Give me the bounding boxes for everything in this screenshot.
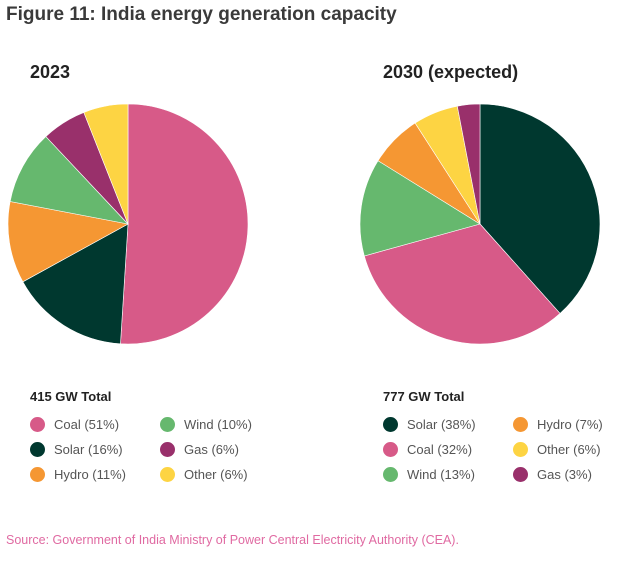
total-2030: 777 GW Total	[383, 389, 465, 404]
legend-item-wind: Wind (13%)	[383, 466, 513, 483]
legend-swatch	[513, 417, 528, 432]
pie-slice-wind	[9, 136, 129, 225]
figure-title: Figure 11: India energy generation capac…	[6, 4, 397, 25]
legend-item-other: Other (6%)	[160, 466, 290, 483]
pie-slice-other	[83, 103, 129, 225]
legend-label: Hydro (11%)	[54, 467, 127, 482]
pie-slice-solar	[22, 223, 129, 345]
pie-slice-solar	[479, 103, 601, 314]
legend-item-coal: Coal (32%)	[383, 441, 513, 458]
legend-label: Wind (10%)	[184, 417, 252, 432]
legend-swatch	[513, 442, 528, 457]
legend-swatch	[383, 467, 398, 482]
legend-2023: Coal (51%) Wind (10%) Solar (16%) Gas (6%) H…	[30, 416, 290, 483]
legend-swatch	[30, 442, 45, 457]
legend-label: Coal (32%)	[407, 442, 473, 457]
legend-label: Gas (3%)	[537, 467, 592, 482]
legend-2030: Solar (38%) Hydro (7%) Coal (32%) Other (6%…	[383, 416, 634, 483]
legend-item-gas: Gas (6%)	[160, 441, 290, 458]
pie-chart-2023	[7, 103, 249, 345]
legend-swatch	[160, 467, 175, 482]
legend-swatch	[160, 417, 175, 432]
pie-slice-hydro	[7, 201, 129, 283]
legend-label: Gas (6%)	[184, 442, 239, 457]
legend-swatch	[30, 467, 45, 482]
legend-item-coal: Coal (51%)	[30, 416, 160, 433]
legend-item-hydro: Hydro (11%)	[30, 466, 160, 483]
legend-label: Solar (16%)	[54, 442, 123, 457]
legend-item-solar: Solar (16%)	[30, 441, 160, 458]
legend-label: Solar (38%)	[407, 417, 476, 432]
legend-item-gas: Gas (3%)	[513, 466, 634, 483]
legend-label: Other (6%)	[537, 442, 601, 457]
pie-chart-2030	[359, 103, 601, 345]
legend-label: Other (6%)	[184, 467, 248, 482]
legend-swatch	[513, 467, 528, 482]
legend-swatch	[383, 442, 398, 457]
legend-swatch	[160, 442, 175, 457]
pie-slice-gas	[456, 103, 481, 225]
pie-title-2030: 2030 (expected)	[383, 62, 519, 82]
legend-swatch	[383, 417, 398, 432]
pie-slice-coal	[120, 103, 249, 345]
total-2023: 415 GW Total	[30, 389, 112, 404]
legend-label: Coal (51%)	[54, 417, 120, 432]
pie-slice-wind	[359, 160, 481, 257]
legend-item-other: Other (6%)	[513, 441, 634, 458]
pie-title-2023: 2023	[30, 62, 71, 82]
legend-swatch	[30, 417, 45, 432]
legend-item-wind: Wind (10%)	[160, 416, 290, 433]
legend-item-hydro: Hydro (7%)	[513, 416, 634, 433]
source-note: Source: Government of India Ministry of …	[6, 533, 459, 547]
legend-item-solar: Solar (38%)	[383, 416, 513, 433]
legend-label: Hydro (7%)	[537, 417, 603, 432]
pie-slice-coal	[363, 223, 561, 345]
legend-label: Wind (13%)	[407, 467, 475, 482]
